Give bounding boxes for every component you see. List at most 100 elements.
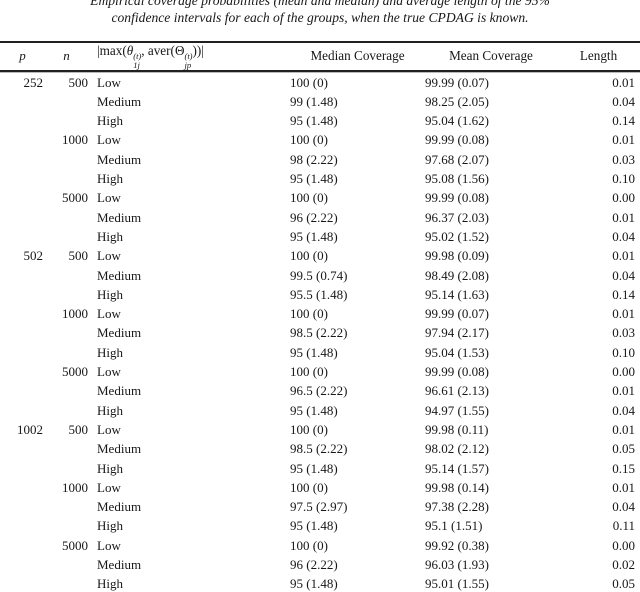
cell-median-coverage: 98.5 (2.22) — [290, 441, 348, 457]
cell-mean-coverage: 98.25 (2.05) — [425, 93, 489, 109]
cell-length: 0.01 — [612, 74, 635, 90]
cell-length: 0.01 — [612, 248, 635, 264]
cell-group: Medium — [97, 441, 142, 457]
math-supsub-2: (t) jp — [184, 52, 192, 70]
cell-median-coverage: 100 (0) — [290, 74, 328, 90]
cell-median-coverage: 100 (0) — [290, 421, 328, 437]
header-p: p — [19, 48, 26, 64]
table-row: 5000 Low 100 (0) 99.99 (0.08) 0.00 — [0, 189, 640, 208]
cell-p: 502 — [23, 248, 44, 264]
cell-mean-coverage: 98.49 (2.08) — [425, 267, 489, 283]
cell-group: Medium — [97, 151, 142, 167]
cell-group: Low — [97, 248, 121, 264]
cell-group: High — [97, 228, 123, 244]
cell-group: Medium — [97, 499, 142, 515]
cell-median-coverage: 95 (1.48) — [290, 228, 338, 244]
cell-length: 0.01 — [612, 209, 635, 225]
cell-n: 1000 — [62, 306, 88, 322]
table-header: p n |max(θ (t) 1j, aver(Θ (t) jp))| Median C… — [0, 43, 640, 70]
cell-n — [45, 227, 88, 246]
cell-p — [0, 324, 45, 343]
cell-median-coverage: 95.5 (1.48) — [290, 286, 348, 302]
cell-median-coverage: 96 (2.22) — [290, 209, 338, 225]
header-n: n — [63, 48, 70, 64]
cell-n — [45, 575, 88, 592]
table-row: High 95.5 (1.48) 95.14 (1.63) 0.14 — [0, 285, 640, 304]
cell-length: 0.05 — [612, 576, 635, 592]
cell-p — [0, 208, 45, 227]
cell-median-coverage: 96.5 (2.22) — [290, 383, 348, 399]
cell-mean-coverage: 97.94 (2.17) — [425, 325, 489, 341]
cell-group: Medium — [97, 267, 142, 283]
cell-length: 0.04 — [612, 267, 635, 283]
table-row: Medium 96.5 (2.22) 96.61 (2.13) 0.01 — [0, 382, 640, 401]
cell-group: High — [97, 171, 123, 187]
results-table-block: p n |max(θ (t) 1j, aver(Θ (t) jp))| Median C… — [0, 41, 640, 592]
cell-group: High — [97, 113, 123, 129]
cell-mean-coverage: 96.61 (2.13) — [425, 383, 489, 399]
cell-length: 0.14 — [612, 113, 635, 129]
table-row: High 95 (1.48) 95.08 (1.56) 0.10 — [0, 169, 640, 188]
cell-n — [45, 208, 88, 227]
cell-length: 0.11 — [612, 518, 635, 534]
cell-length: 0.00 — [612, 537, 635, 553]
math-supsub-1: (t) 1j — [133, 52, 141, 70]
cell-length: 0.14 — [612, 286, 635, 302]
cell-n — [45, 112, 88, 131]
cell-mean-coverage: 95.04 (1.62) — [425, 113, 489, 129]
cell-n: 5000 — [62, 364, 88, 380]
cell-n — [45, 285, 88, 304]
cell-p — [0, 131, 45, 150]
caption-line-1: Empirical coverage probabilities (mean a… — [90, 0, 550, 8]
header-row: p n |max(θ (t) 1j, aver(Θ (t) jp))| Median C… — [0, 43, 640, 70]
cell-mean-coverage: 95.14 (1.63) — [425, 286, 489, 302]
cell-mean-coverage: 95.1 (1.51) — [425, 518, 483, 534]
cell-p — [0, 92, 45, 111]
table-row: Medium 98.5 (2.22) 98.02 (2.12) 0.05 — [0, 440, 640, 459]
cell-p: 1002 — [17, 421, 43, 437]
cell-median-coverage: 95 (1.48) — [290, 518, 338, 534]
cell-length: 0.04 — [612, 228, 635, 244]
cell-mean-coverage: 95.04 (1.53) — [425, 344, 489, 360]
cell-p — [0, 382, 45, 401]
cell-n — [45, 517, 88, 536]
cell-length: 0.05 — [612, 441, 635, 457]
table-row: Medium 96 (2.22) 96.03 (1.93) 0.02 — [0, 555, 640, 574]
cell-p — [0, 401, 45, 420]
cell-median-coverage: 95 (1.48) — [290, 402, 338, 418]
cell-n: 5000 — [62, 190, 88, 206]
cell-mean-coverage: 94.97 (1.55) — [425, 402, 489, 418]
cell-group: Low — [97, 306, 121, 322]
table-row: Medium 98.5 (2.22) 97.94 (2.17) 0.03 — [0, 324, 640, 343]
cell-group: Low — [97, 479, 121, 495]
table-row: High 95 (1.48) 95.14 (1.57) 0.15 — [0, 459, 640, 478]
cell-mean-coverage: 99.99 (0.08) — [425, 364, 489, 380]
cell-n — [45, 382, 88, 401]
cell-p — [0, 227, 45, 246]
cell-p — [0, 536, 45, 555]
header-mean-coverage: Mean Coverage — [449, 48, 533, 64]
math-sub-2: jp — [184, 60, 192, 71]
cell-group: Low — [97, 190, 121, 206]
header-group-math: |max(θ (t) 1j, aver(Θ (t) jp))| — [88, 43, 290, 70]
cell-p — [0, 478, 45, 497]
cell-median-coverage: 98.5 (2.22) — [290, 325, 348, 341]
cell-median-coverage: 99 (1.48) — [290, 93, 338, 109]
math-sub-1: 1j — [133, 60, 140, 71]
table-row: High 95 (1.48) 95.1 (1.51) 0.11 — [0, 517, 640, 536]
cell-mean-coverage: 99.98 (0.14) — [425, 479, 489, 495]
cell-group: Medium — [97, 325, 142, 341]
table-row: High 95 (1.48) 95.02 (1.52) 0.04 — [0, 227, 640, 246]
cell-n: 500 — [68, 421, 89, 437]
cell-group: Low — [97, 364, 121, 380]
cell-median-coverage: 100 (0) — [290, 306, 328, 322]
cell-mean-coverage: 96.03 (1.93) — [425, 557, 489, 572]
table-row: 5000 Low 100 (0) 99.92 (0.38) 0.00 — [0, 536, 640, 555]
table-row: Medium 96 (2.22) 96.37 (2.03) 0.01 — [0, 208, 640, 227]
cell-group: Low — [97, 421, 121, 437]
cell-n — [45, 343, 88, 362]
cell-length: 0.04 — [612, 93, 635, 109]
math-theta-lower: θ — [126, 42, 134, 58]
table-top-rule — [0, 41, 640, 43]
cell-p — [0, 150, 45, 169]
